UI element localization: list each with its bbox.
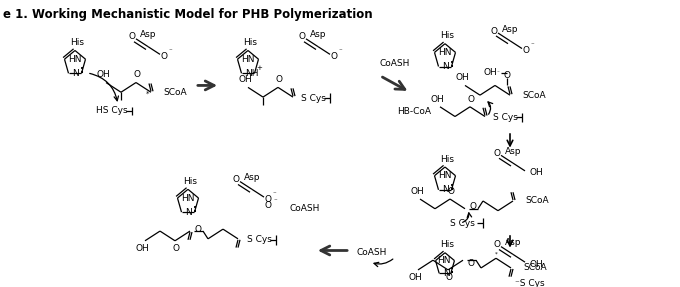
- Text: His: His: [70, 38, 84, 47]
- Text: N: N: [73, 69, 80, 78]
- Text: Asp: Asp: [505, 147, 522, 156]
- Text: ⁻: ⁻: [273, 198, 277, 204]
- Text: O: O: [160, 52, 167, 61]
- Text: Asp: Asp: [310, 30, 326, 39]
- Text: OH: OH: [410, 187, 424, 196]
- FancyArrowPatch shape: [90, 73, 118, 101]
- Text: His: His: [183, 177, 197, 186]
- Text: N: N: [186, 208, 192, 217]
- Text: O: O: [468, 94, 475, 104]
- Text: Asp: Asp: [243, 173, 260, 182]
- Text: O: O: [129, 32, 135, 41]
- Text: *: *: [146, 91, 150, 97]
- Text: N: N: [443, 62, 449, 71]
- Text: O: O: [490, 27, 498, 36]
- Text: ⁻: ⁻: [530, 43, 534, 49]
- Text: O: O: [522, 46, 530, 55]
- Text: HN: HN: [437, 256, 450, 265]
- Text: ⁻: ⁻: [168, 49, 172, 55]
- Text: Asp: Asp: [140, 30, 156, 39]
- Text: O: O: [503, 71, 511, 80]
- Text: OH: OH: [530, 168, 544, 177]
- Text: SCoA: SCoA: [522, 91, 545, 100]
- Text: :: :: [449, 182, 454, 192]
- FancyArrowPatch shape: [374, 259, 393, 267]
- Text: :: :: [192, 204, 197, 214]
- Text: N: N: [443, 185, 449, 194]
- Text: OH: OH: [96, 70, 110, 79]
- FancyArrowPatch shape: [488, 102, 493, 114]
- Text: O: O: [469, 202, 477, 211]
- Text: O: O: [494, 240, 500, 249]
- Text: S Cys: S Cys: [449, 219, 475, 228]
- Text: CoASH: CoASH: [290, 204, 320, 213]
- Text: O: O: [468, 259, 475, 267]
- Text: e 1. Working Mechanistic Model for PHB Polymerization: e 1. Working Mechanistic Model for PHB P…: [3, 8, 373, 21]
- Text: SCoA: SCoA: [163, 88, 186, 97]
- Text: O: O: [447, 187, 454, 196]
- Text: OH: OH: [530, 259, 544, 269]
- Text: ⁻: ⁻: [338, 49, 342, 55]
- Text: His: His: [440, 31, 454, 40]
- Text: :: :: [449, 59, 454, 69]
- Text: O: O: [194, 225, 201, 234]
- Text: OH: OH: [238, 75, 252, 84]
- Text: SCoA: SCoA: [525, 197, 549, 205]
- Text: N: N: [443, 269, 450, 278]
- Text: Asp: Asp: [502, 25, 518, 34]
- Text: OH: OH: [430, 94, 444, 104]
- Text: HN: HN: [438, 48, 452, 57]
- Text: HN: HN: [68, 55, 82, 64]
- Text: ⁻: ⁻: [272, 191, 276, 197]
- Text: His: His: [440, 241, 454, 249]
- Text: HB-CoA: HB-CoA: [397, 107, 431, 116]
- Text: :: :: [80, 65, 84, 75]
- Text: S Cys: S Cys: [301, 94, 326, 102]
- Text: O: O: [275, 75, 282, 84]
- Text: S Cys: S Cys: [247, 235, 272, 244]
- Text: HN: HN: [181, 193, 194, 203]
- Text: HS Cys: HS Cys: [96, 106, 128, 115]
- Text: *: *: [494, 252, 497, 257]
- Text: His: His: [243, 38, 257, 47]
- Text: :: :: [450, 265, 454, 275]
- Text: S Cys: S Cys: [493, 113, 518, 122]
- Text: SCoA: SCoA: [523, 263, 547, 272]
- Text: Asp: Asp: [505, 238, 522, 247]
- Text: O: O: [173, 244, 180, 253]
- Text: OH: OH: [483, 68, 497, 77]
- Text: NH: NH: [245, 69, 259, 78]
- Text: CoASH: CoASH: [357, 248, 387, 257]
- Text: CoASH: CoASH: [380, 59, 410, 68]
- Text: HN: HN: [438, 171, 452, 180]
- Text: O: O: [265, 195, 271, 203]
- Text: OH: OH: [135, 244, 149, 253]
- Text: +: +: [256, 65, 262, 71]
- Text: O: O: [299, 32, 305, 41]
- Text: HN: HN: [241, 55, 254, 64]
- Text: OH: OH: [408, 273, 422, 282]
- Text: His: His: [440, 155, 454, 164]
- Text: O: O: [265, 201, 271, 210]
- Text: ⁻S Cys: ⁻S Cys: [515, 279, 545, 287]
- Text: O: O: [233, 175, 239, 184]
- Text: O: O: [133, 70, 141, 79]
- Text: OH: OH: [455, 73, 469, 82]
- Text: O: O: [494, 149, 500, 158]
- Text: ⁻: ⁻: [496, 71, 499, 76]
- Text: O: O: [330, 52, 337, 61]
- Text: O: O: [445, 273, 452, 282]
- FancyArrowPatch shape: [462, 213, 472, 222]
